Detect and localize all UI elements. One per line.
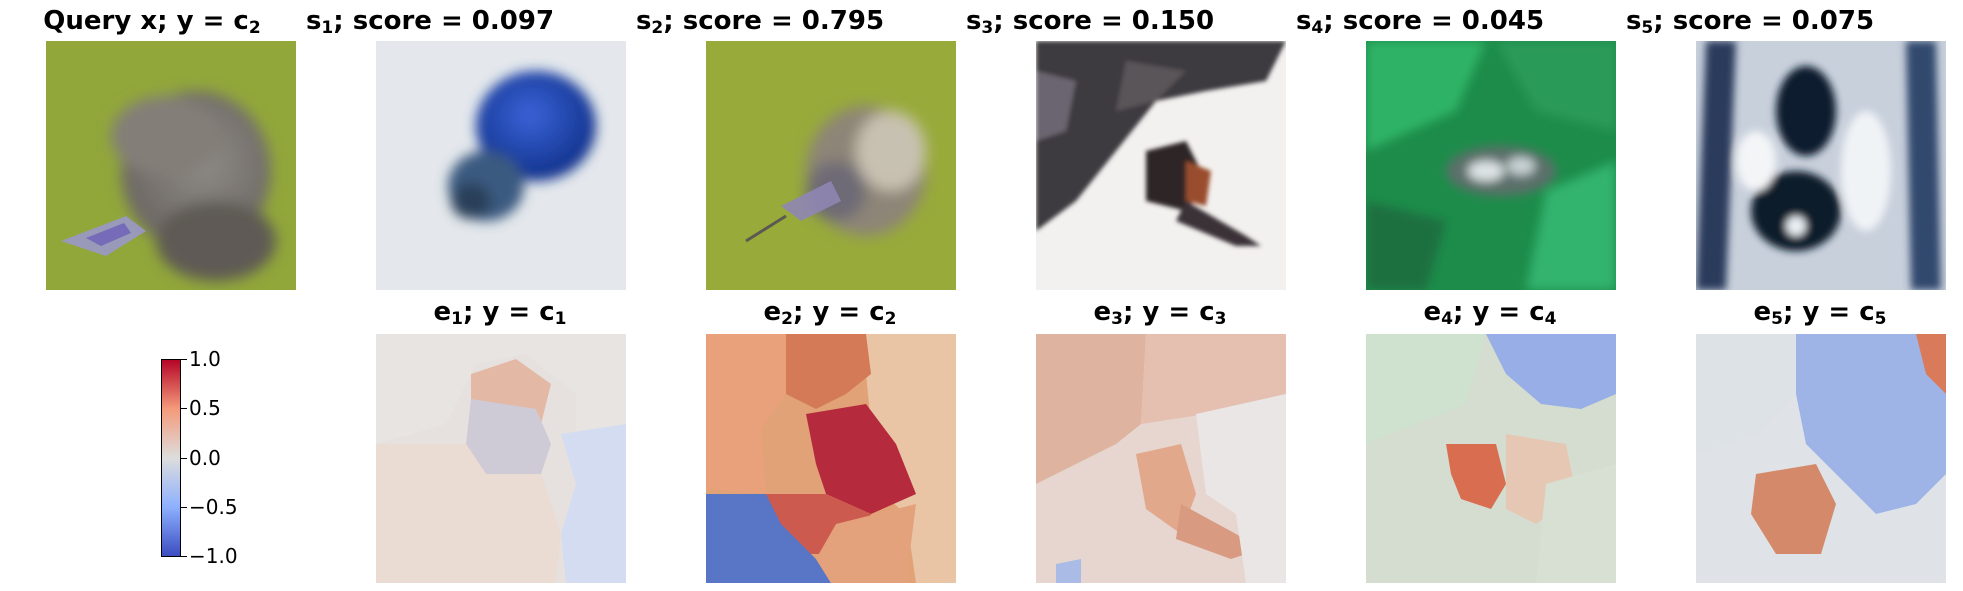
colorbar-tick-mark (181, 359, 187, 360)
explanation-heatmap-5 (1696, 334, 1946, 583)
panel-title-s1: s1; score = 0.097 (305, 6, 555, 38)
panel-title-e2: e2; y = c2 (763, 297, 897, 329)
colorbar (161, 359, 181, 557)
similar-image-4 (1366, 41, 1616, 290)
colorbar-tick-label: −1.0 (189, 544, 238, 568)
similar-image-5 (1696, 41, 1946, 290)
panel-title-e4: e4; y = c4 (1423, 297, 1557, 329)
colorbar-tick-mark (181, 408, 187, 409)
panel-title-s3: s3; score = 0.150 (965, 6, 1215, 38)
explanation-heatmap-4 (1366, 334, 1616, 583)
colorbar-tick-label: −0.5 (189, 495, 238, 519)
panel-title-e5: e5; y = c5 (1753, 297, 1887, 329)
colorbar-tick-mark (181, 556, 187, 557)
query-image (46, 41, 296, 290)
panel-title-query: Query x; y = c2 (43, 6, 261, 38)
panel-title-e1: e1; y = c1 (433, 297, 567, 329)
similar-image-2 (706, 41, 956, 290)
colorbar-tick-label: 0.5 (189, 396, 221, 420)
explanation-heatmap-3 (1036, 334, 1286, 583)
explanation-heatmap-2 (706, 334, 956, 583)
panel-title-e3: e3; y = c3 (1093, 297, 1227, 329)
colorbar-tick-mark (181, 507, 187, 508)
colorbar-tick-label: 0.0 (189, 446, 221, 470)
panel-title-s5: s5; score = 0.075 (1625, 6, 1875, 38)
similar-image-3 (1036, 41, 1286, 290)
panel-title-s4: s4; score = 0.045 (1295, 6, 1545, 38)
colorbar-tick-label: 1.0 (189, 347, 221, 371)
panel-title-s2: s2; score = 0.795 (635, 6, 885, 38)
colorbar-tick-mark (181, 458, 187, 459)
similar-image-1 (376, 41, 626, 290)
explanation-heatmap-1 (376, 334, 626, 583)
